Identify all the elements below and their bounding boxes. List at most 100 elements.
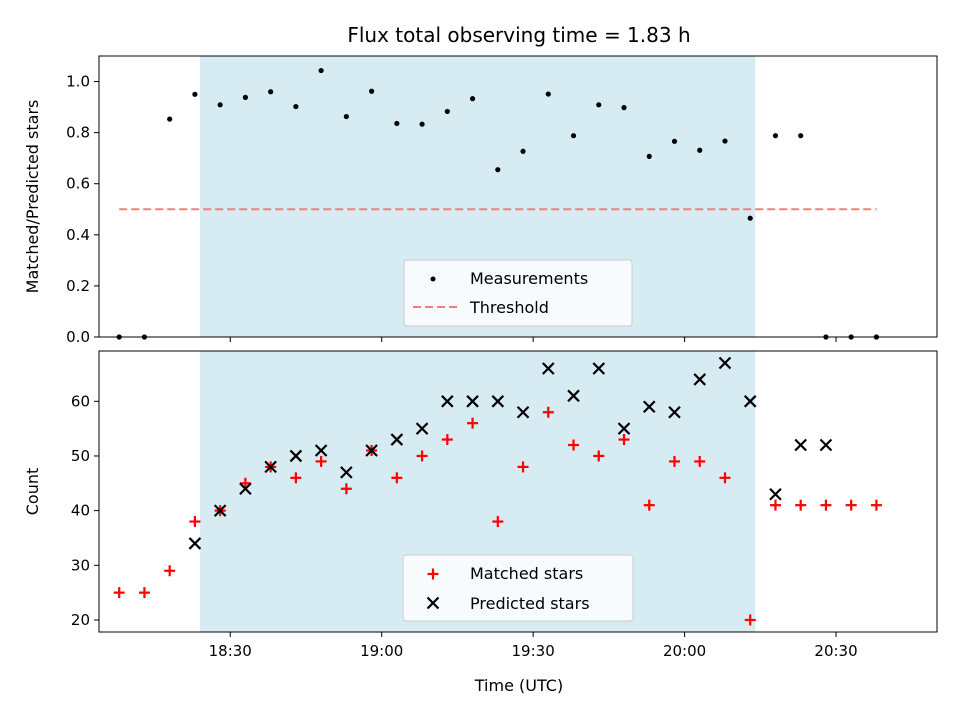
cross-b xyxy=(668,405,681,419)
predicted-star-point xyxy=(567,389,580,403)
cross-b xyxy=(466,395,479,408)
matched-star-point xyxy=(568,439,580,451)
predicted-star-point xyxy=(769,487,782,501)
predicted-star-point xyxy=(491,395,505,408)
predicted-star-point xyxy=(592,362,606,375)
y-tick-label: 20 xyxy=(71,611,90,629)
matched-star-point xyxy=(668,455,680,467)
x-tick-label: 18:30 xyxy=(209,642,252,660)
matched-star-point xyxy=(593,450,605,462)
predicted-star-point xyxy=(819,438,833,452)
cross-b xyxy=(567,389,580,403)
matched-star-point xyxy=(113,587,125,599)
ratio-legend: Measurements Threshold xyxy=(403,259,633,327)
measurement-point xyxy=(293,103,299,110)
measurement-point xyxy=(469,96,476,102)
y-tick-label: 30 xyxy=(71,556,90,574)
ratio-plot-frame xyxy=(98,55,938,338)
measurement-point xyxy=(621,105,627,111)
measurement-point xyxy=(268,89,274,95)
matched-star-point xyxy=(694,455,706,467)
ratio-y-axis-label: Matched/Predicted stars xyxy=(23,100,42,294)
x-tick-label: 19:00 xyxy=(360,642,403,660)
predicted-star-point xyxy=(188,537,202,550)
predicted-star-point xyxy=(542,362,555,375)
legend-measurement-dot xyxy=(430,276,436,282)
measurement-point xyxy=(495,167,501,173)
predicted-star-point xyxy=(668,405,681,419)
cross-b xyxy=(769,487,782,501)
chart-title: Flux total observing time = 1.83 h xyxy=(347,23,690,47)
predicted-star-point xyxy=(365,444,378,457)
measurement-point xyxy=(570,133,577,139)
count-panel: 20 30 40 50 60 18:30 19:00 19:30 20:00 20:30 Cou… xyxy=(23,350,938,695)
predicted-star-point xyxy=(264,460,277,474)
cross-b xyxy=(642,400,656,414)
matched-star-point xyxy=(492,516,504,528)
legend-label-threshold: Threshold xyxy=(469,298,549,317)
measurement-point xyxy=(772,133,779,139)
y-tick-label: 1.0 xyxy=(66,73,90,91)
ratio-panel: 0.0 0.2 0.4 0.6 0.8 1.0 Matched/Predicted sta… xyxy=(23,55,938,346)
matched-star-point xyxy=(643,499,655,511)
measurement-point xyxy=(697,147,703,153)
cross-b xyxy=(516,405,530,419)
measurement-point xyxy=(242,94,248,100)
legend-predicted-marker xyxy=(426,596,440,610)
legend-plus xyxy=(427,568,439,580)
matched-star-point xyxy=(618,434,630,446)
measurement-point xyxy=(722,138,728,144)
matched-star-point xyxy=(239,477,251,489)
matched-star-point xyxy=(517,461,529,473)
matched-star-point xyxy=(719,472,731,484)
y-tick-label: 60 xyxy=(71,392,90,410)
cross-b xyxy=(415,422,429,435)
measurement-point xyxy=(747,215,753,221)
x-tick-label: 20:00 xyxy=(663,642,706,660)
cross-b xyxy=(491,395,505,408)
measurement-point xyxy=(217,102,223,108)
count-plot-frame xyxy=(98,350,938,633)
matched-star-point xyxy=(845,499,857,511)
measurement-point xyxy=(369,88,375,94)
predicted-star-point xyxy=(794,438,807,452)
predicted-star-point xyxy=(466,395,479,408)
measurement-point xyxy=(192,91,198,97)
cross-b xyxy=(213,504,227,517)
y-tick-label: 0.4 xyxy=(66,226,90,244)
matched-star-point xyxy=(769,499,781,511)
x-axis-label: Time (UTC) xyxy=(474,676,563,695)
cross-b xyxy=(314,444,328,457)
cross-b xyxy=(794,438,807,452)
matched-star-point xyxy=(315,455,327,467)
cross-b xyxy=(264,460,277,474)
y-tick-label: 50 xyxy=(71,447,90,465)
predicted-star-point xyxy=(617,422,631,435)
predicted-star-point xyxy=(314,444,328,457)
legend-label-measurements: Measurements xyxy=(470,269,588,288)
y-tick-label: 0.8 xyxy=(66,124,90,142)
matched-star-point xyxy=(820,499,832,511)
matched-star-point xyxy=(744,614,756,626)
measurement-point xyxy=(394,120,400,127)
predicted-star-point xyxy=(743,395,757,408)
predicted-star-point xyxy=(693,373,707,386)
cross-b xyxy=(693,373,707,386)
y-tick-label: 40 xyxy=(71,502,90,520)
measurement-point xyxy=(167,116,173,122)
predicted-star-point xyxy=(289,449,303,463)
cross-b xyxy=(819,438,833,452)
measurement-point xyxy=(646,153,652,159)
cross-b xyxy=(441,395,454,408)
cross-b xyxy=(188,537,202,550)
measurement-point xyxy=(671,138,678,144)
y-tick-label: 0.0 xyxy=(66,328,90,346)
matched-star-point xyxy=(416,450,428,462)
legend-label-matched: Matched stars xyxy=(470,564,583,583)
count-legend: Matched stars Predicted stars xyxy=(402,554,634,622)
count-legend-box xyxy=(402,554,634,622)
x-tick-label: 19:30 xyxy=(512,642,555,660)
matched-star-point xyxy=(391,472,403,484)
ratio-legend-box xyxy=(403,259,633,327)
